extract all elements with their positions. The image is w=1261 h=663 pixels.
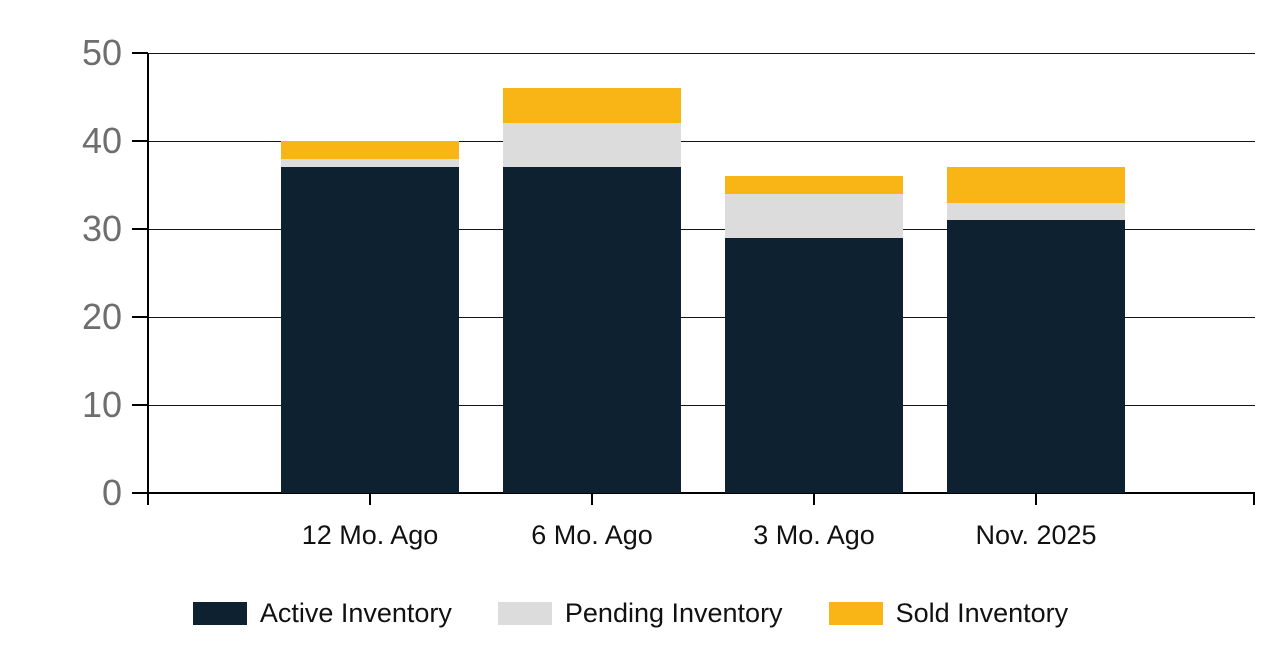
bar-nov-2025 (947, 167, 1125, 493)
bar-segment-active-inventory (503, 167, 681, 493)
bar-6-mo-ago (503, 88, 681, 493)
bar-segment-sold-inventory (947, 167, 1125, 203)
legend-swatch-pending-inventory (497, 601, 552, 625)
legend-swatch-sold-inventory (828, 601, 883, 625)
bar-segment-pending-inventory (503, 123, 681, 168)
bar-3-mo-ago (725, 176, 903, 493)
x-axis-category-label: 6 Mo. Ago (531, 520, 653, 550)
bar-segment-pending-inventory (281, 158, 459, 168)
legend-item-sold-inventory: Sold Inventory (828, 598, 1069, 628)
bar-segment-active-inventory (281, 167, 459, 493)
bar-segment-sold-inventory (281, 141, 459, 159)
bar-segment-sold-inventory (725, 176, 903, 194)
x-axis-tick (369, 493, 371, 505)
legend-label: Pending Inventory (564, 598, 783, 628)
x-axis-end-tick (1253, 493, 1255, 505)
gridline (148, 405, 1255, 406)
gridline (148, 317, 1255, 318)
x-axis-tick (1035, 493, 1037, 505)
y-axis-tick-label: 40 (81, 120, 122, 161)
legend-label: Active Inventory (259, 598, 452, 628)
bar-segment-active-inventory (725, 237, 903, 493)
bar-segment-sold-inventory (503, 88, 681, 124)
y-axis-tick-label: 30 (81, 208, 122, 249)
chart-legend: Active Inventory Pending Inventory Sold In… (0, 598, 1261, 628)
legend-swatch-active-inventory (192, 601, 247, 625)
x-axis-category-label: 12 Mo. Ago (301, 520, 439, 550)
x-axis-category-label: Nov. 2025 (975, 520, 1097, 550)
bar-segment-pending-inventory (947, 202, 1125, 221)
y-axis-tick-label: 0 (101, 472, 122, 513)
y-axis-tick (132, 140, 148, 142)
bar-segment-pending-inventory (725, 193, 903, 238)
y-axis-tick (132, 228, 148, 230)
bar-12-mo-ago (281, 141, 459, 493)
x-axis-tick (813, 493, 815, 505)
legend-item-pending-inventory: Pending Inventory (497, 598, 783, 628)
x-axis-category-label: 3 Mo. Ago (753, 520, 875, 550)
gridline (148, 229, 1255, 230)
y-axis-line (147, 53, 149, 505)
x-axis-line (135, 492, 1255, 494)
x-axis-tick (591, 493, 593, 505)
y-axis-tick (132, 404, 148, 406)
gridline (148, 53, 1255, 54)
y-axis-tick-label: 10 (81, 384, 122, 425)
y-axis-tick (132, 316, 148, 318)
y-axis-tick (132, 52, 148, 54)
y-axis-tick-label: 20 (81, 296, 122, 337)
bar-segment-active-inventory (947, 220, 1125, 493)
legend-item-active-inventory: Active Inventory (192, 598, 452, 628)
gridline (148, 141, 1255, 142)
legend-label: Sold Inventory (895, 598, 1069, 628)
y-axis-tick-label: 50 (81, 32, 122, 73)
